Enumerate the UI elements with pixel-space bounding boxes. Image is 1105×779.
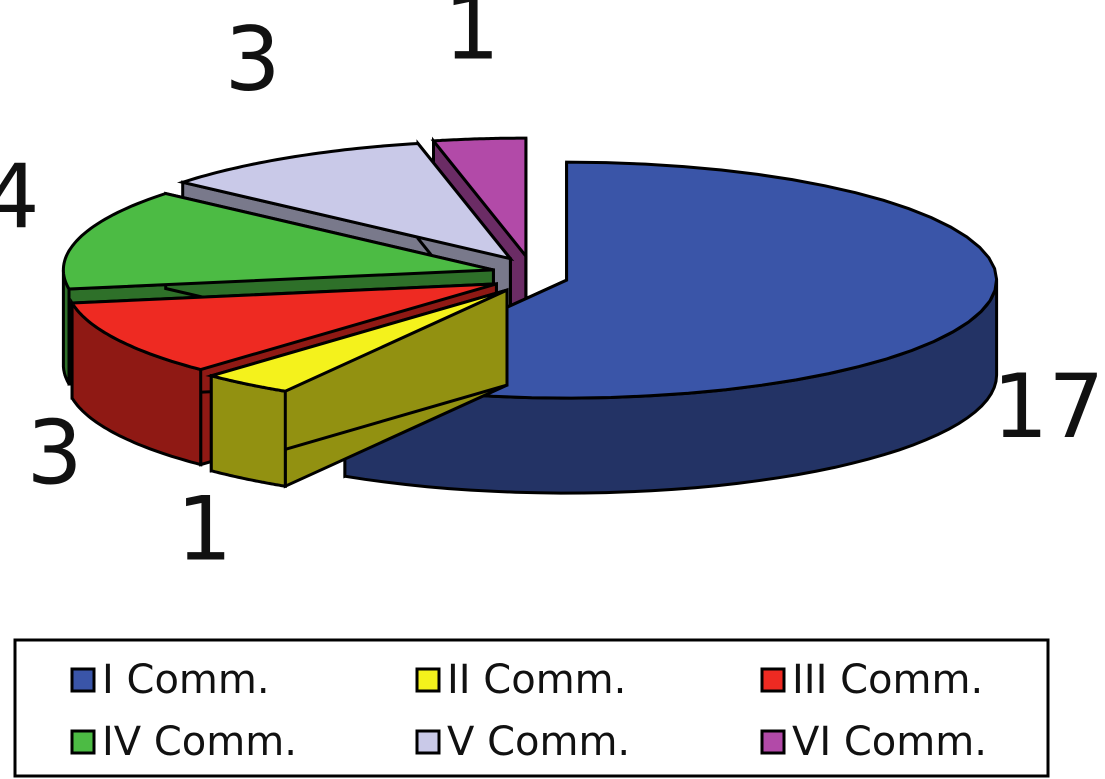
legend-label: I Comm. xyxy=(102,657,270,703)
slice-top xyxy=(69,282,497,372)
slice-top xyxy=(176,141,515,262)
legend-label: IV Comm. xyxy=(102,719,297,765)
legend-swatch xyxy=(760,667,786,693)
legend-label: III Comm. xyxy=(792,657,983,703)
legend-swatch xyxy=(415,667,441,693)
legend-swatch xyxy=(70,667,96,693)
slice-top xyxy=(430,136,528,261)
legend-label: V Comm. xyxy=(447,719,630,765)
legend-label: II Comm. xyxy=(447,657,626,703)
legend-label: VI Comm. xyxy=(792,719,987,765)
data-label: 17 xyxy=(992,355,1104,458)
legend-box xyxy=(13,638,1050,778)
slice-side xyxy=(209,373,287,488)
data-label: 3 xyxy=(27,402,83,505)
legend-swatch xyxy=(760,729,786,755)
slice xyxy=(205,287,509,489)
data-label: 1 xyxy=(176,478,232,581)
data-label: 3 xyxy=(225,8,281,111)
slice-top xyxy=(205,288,508,393)
data-label: 1 xyxy=(444,0,500,79)
legend-swatch xyxy=(70,729,96,755)
data-label: 4 xyxy=(0,145,40,248)
slice-top xyxy=(61,191,494,291)
legend-swatch xyxy=(415,729,441,755)
